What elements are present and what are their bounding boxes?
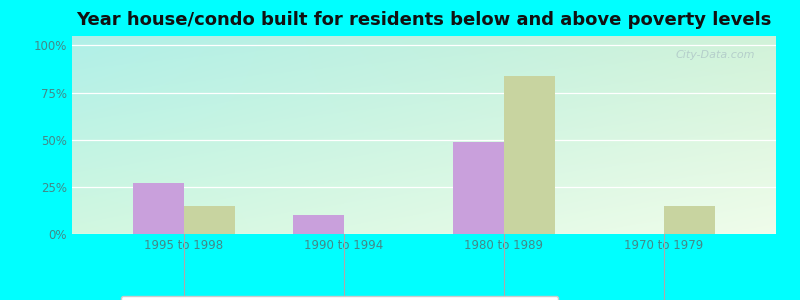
Legend: Owners below poverty level, Owners above poverty level: Owners below poverty level, Owners above… bbox=[121, 296, 558, 300]
Bar bbox=[504, 76, 555, 234]
Title: Year house/condo built for residents below and above poverty levels: Year house/condo built for residents bel… bbox=[76, 11, 772, 29]
Bar bbox=[664, 206, 715, 234]
Bar bbox=[184, 206, 235, 234]
Bar bbox=[133, 183, 184, 234]
Bar bbox=[453, 142, 504, 234]
Text: City-Data.com: City-Data.com bbox=[675, 50, 755, 60]
Bar bbox=[293, 215, 344, 234]
